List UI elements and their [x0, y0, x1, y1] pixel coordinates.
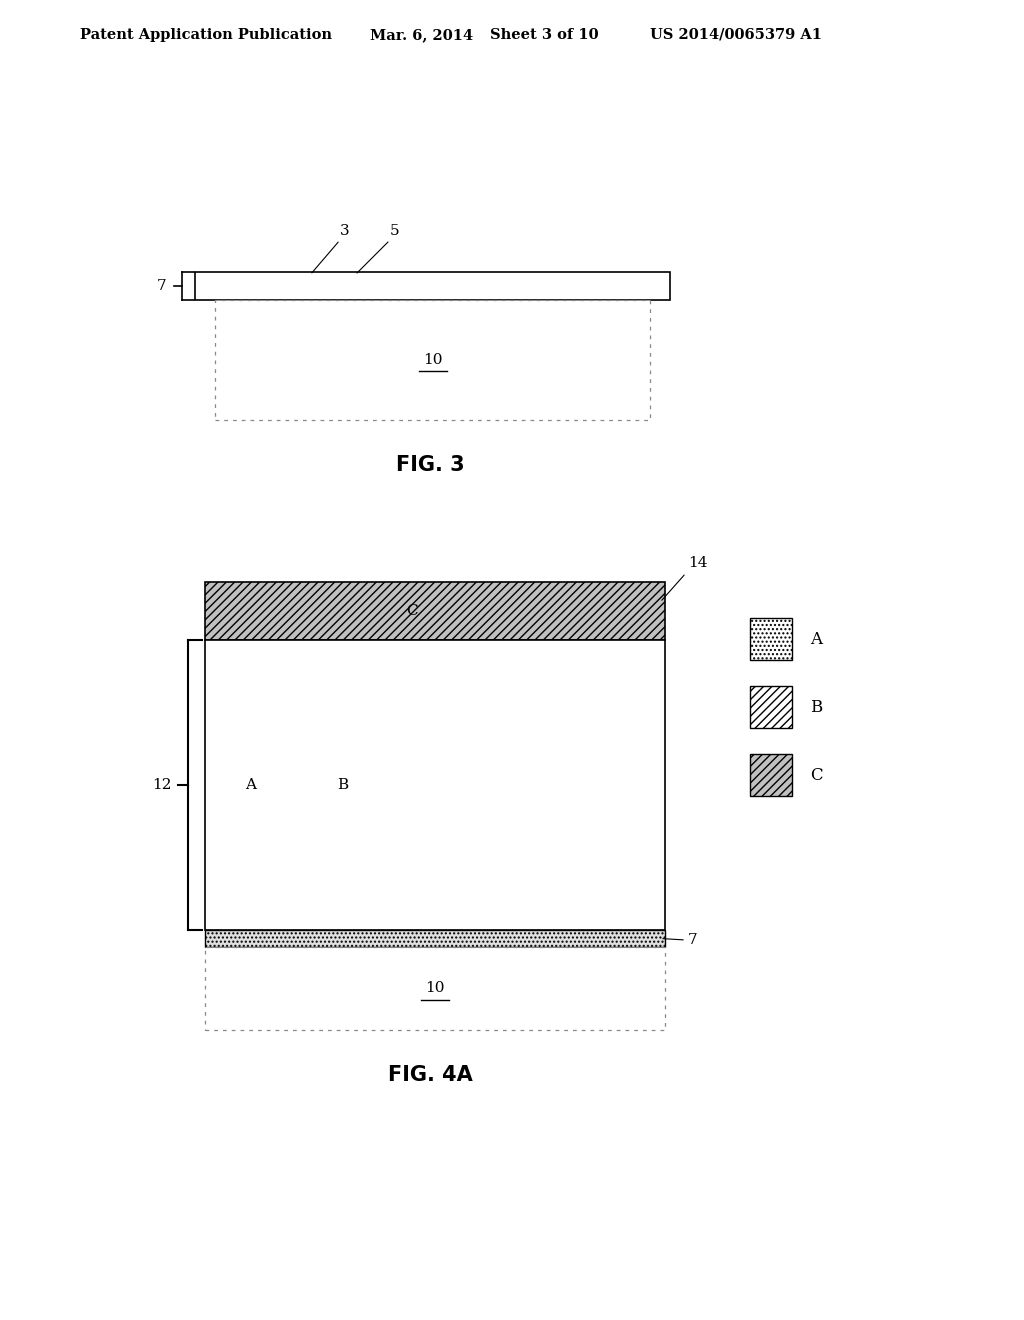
- Text: 3: 3: [340, 224, 350, 238]
- Text: C: C: [810, 767, 822, 784]
- Bar: [205, 946, 665, 1030]
- Text: 14: 14: [688, 556, 708, 570]
- Bar: [215, 300, 650, 420]
- Bar: [573, 640, 665, 931]
- Text: Sheet 3 of 10: Sheet 3 of 10: [490, 28, 599, 42]
- Bar: [205, 640, 665, 931]
- Text: US 2014/0065379 A1: US 2014/0065379 A1: [650, 28, 822, 42]
- Text: 5: 5: [390, 224, 399, 238]
- Text: 12: 12: [153, 777, 172, 792]
- Bar: [313, 272, 373, 300]
- Text: 7: 7: [158, 279, 167, 293]
- Bar: [297, 640, 389, 931]
- Text: Patent Application Publication: Patent Application Publication: [80, 28, 332, 42]
- Text: FIG. 4A: FIG. 4A: [388, 1065, 472, 1085]
- Bar: [254, 272, 313, 300]
- Bar: [195, 272, 254, 300]
- Text: FIG. 3: FIG. 3: [395, 455, 464, 475]
- Bar: [551, 272, 610, 300]
- Bar: [750, 686, 792, 729]
- Text: 7: 7: [688, 933, 697, 946]
- Bar: [750, 754, 792, 796]
- Text: C: C: [407, 605, 418, 618]
- Bar: [205, 931, 665, 946]
- Text: 10: 10: [423, 352, 442, 367]
- Bar: [195, 272, 670, 300]
- Bar: [373, 272, 432, 300]
- Bar: [205, 582, 665, 640]
- Text: B: B: [338, 777, 348, 792]
- Bar: [492, 272, 551, 300]
- Text: B: B: [810, 698, 822, 715]
- Bar: [481, 640, 573, 931]
- Bar: [432, 272, 492, 300]
- Bar: [205, 640, 297, 931]
- Text: A: A: [810, 631, 822, 648]
- Bar: [389, 640, 481, 931]
- Text: A: A: [246, 777, 256, 792]
- Bar: [750, 618, 792, 660]
- Text: 10: 10: [425, 982, 444, 995]
- Bar: [610, 272, 670, 300]
- Text: Mar. 6, 2014: Mar. 6, 2014: [370, 28, 473, 42]
